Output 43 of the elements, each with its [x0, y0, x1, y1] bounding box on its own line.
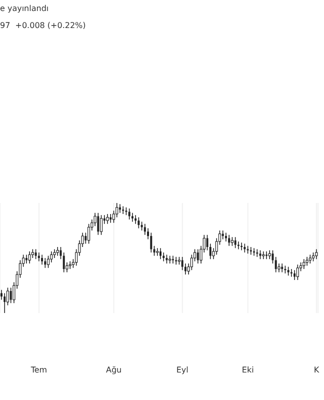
candlestick	[315, 248, 318, 260]
candlestick	[87, 224, 90, 244]
x-tick-label: Tem	[30, 366, 48, 375]
candlestick	[168, 255, 172, 264]
candlestick	[44, 258, 46, 268]
candlestick	[153, 246, 156, 256]
candlestick	[228, 234, 230, 246]
candlestick	[262, 251, 265, 260]
candlestick	[68, 260, 72, 270]
x-tick-label: Ağu	[106, 366, 122, 375]
candlestick	[100, 214, 103, 236]
candlestick	[28, 251, 31, 264]
candlestick	[150, 232, 152, 253]
candlestick	[296, 264, 299, 280]
candlestick	[62, 252, 65, 273]
candlestick	[34, 248, 37, 260]
candlestick	[184, 263, 186, 275]
candlestick	[160, 248, 162, 260]
candlestick	[196, 248, 199, 264]
candlestick	[10, 287, 12, 304]
text: e yayınlandı	[0, 4, 49, 13]
candlestick	[128, 208, 130, 220]
candlestick	[272, 250, 274, 264]
x-tick-label: Eyl	[176, 366, 188, 375]
candlestick	[46, 255, 50, 268]
x-tick-label: K	[314, 366, 320, 375]
candlestick	[302, 258, 306, 270]
candlestick	[4, 292, 6, 313]
candlestick	[294, 270, 296, 280]
candlestick	[138, 216, 140, 229]
text: 97 +0.008 (+0.22%)	[0, 21, 86, 30]
candlestick	[175, 256, 178, 265]
candlestick	[41, 254, 44, 265]
candlestick	[97, 212, 100, 236]
candlestick	[156, 248, 159, 256]
candlestick	[234, 236, 236, 248]
x-tick-label: Eki	[242, 366, 254, 375]
candlestick	[181, 256, 184, 270]
candlestick	[144, 224, 146, 236]
candlestick	[60, 246, 62, 260]
candlestick	[274, 256, 277, 273]
candlestick	[266, 251, 268, 260]
candlestick	[106, 214, 109, 224]
